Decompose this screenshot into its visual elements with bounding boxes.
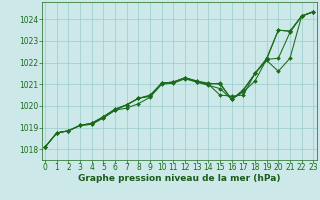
X-axis label: Graphe pression niveau de la mer (hPa): Graphe pression niveau de la mer (hPa): [78, 174, 280, 183]
